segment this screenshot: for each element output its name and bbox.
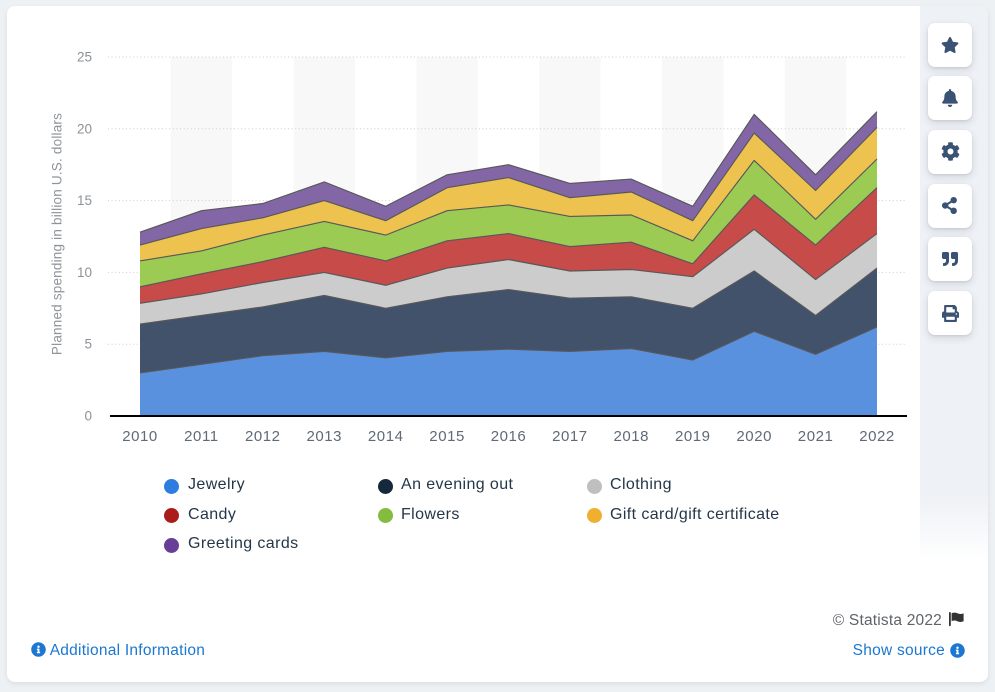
svg-text:15: 15 — [77, 193, 92, 208]
svg-text:2012: 2012 — [245, 428, 281, 445]
svg-text:5: 5 — [84, 337, 92, 352]
svg-text:25: 25 — [77, 50, 92, 65]
svg-text:2021: 2021 — [798, 428, 834, 445]
svg-text:2022: 2022 — [859, 428, 895, 445]
svg-text:2011: 2011 — [184, 428, 218, 445]
svg-text:2013: 2013 — [307, 428, 343, 445]
svg-text:2010: 2010 — [122, 428, 158, 445]
svg-text:2014: 2014 — [368, 428, 404, 445]
svg-text:2019: 2019 — [675, 428, 711, 445]
svg-text:2015: 2015 — [429, 428, 465, 445]
svg-text:2017: 2017 — [552, 428, 588, 445]
svg-text:20: 20 — [77, 121, 92, 136]
svg-text:10: 10 — [77, 265, 92, 280]
svg-text:Planned spending in billion U.: Planned spending in billion U.S. dollars — [50, 113, 65, 355]
svg-text:2020: 2020 — [736, 428, 772, 445]
svg-text:2018: 2018 — [614, 428, 650, 445]
svg-text:0: 0 — [84, 409, 92, 424]
svg-text:2016: 2016 — [491, 428, 527, 445]
